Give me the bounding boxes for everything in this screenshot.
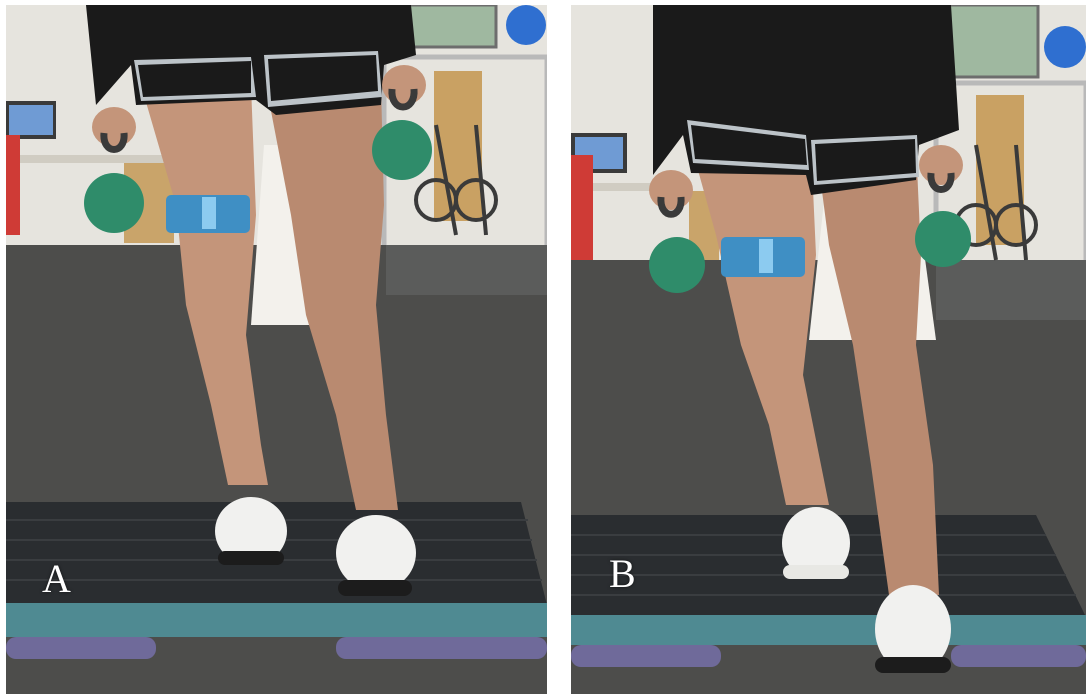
mirror-floor-reflection <box>386 245 547 295</box>
red-chair <box>6 135 20 235</box>
exercise-ball <box>1044 26 1086 68</box>
window <box>404 5 498 49</box>
riser-left <box>6 637 156 659</box>
right-shoe-sole <box>338 580 412 596</box>
right-leg <box>266 85 398 510</box>
kettlebell-handle-left <box>657 196 685 218</box>
right-hand <box>382 65 426 105</box>
riser-right <box>951 645 1086 667</box>
right-shoe <box>336 515 416 591</box>
panel-label-b: B <box>609 551 636 596</box>
exercise-bikes <box>414 124 498 236</box>
left-hand <box>92 107 136 147</box>
shorts-fabric-left <box>138 61 251 97</box>
left-shoe <box>782 507 850 579</box>
left-leg <box>141 85 268 485</box>
panel-label-a: A <box>42 556 71 601</box>
sensor-device <box>202 197 216 229</box>
left-leg <box>691 145 829 505</box>
step-base <box>6 603 547 637</box>
exercise-ball <box>506 5 546 45</box>
kettlebell-handle-right <box>927 172 955 193</box>
right-shoe <box>875 585 951 673</box>
left-hand <box>649 170 693 210</box>
kettlebell-left <box>649 237 705 293</box>
shorts-fabric-left <box>691 125 807 165</box>
shorts-fabric-right <box>815 139 916 181</box>
right-hand <box>919 145 963 185</box>
exercise-bikes <box>954 144 1038 261</box>
photo-scene-b <box>571 5 1086 694</box>
desk-top <box>571 183 691 191</box>
left-shoe-sole <box>218 551 284 565</box>
monitor-screen <box>9 105 53 135</box>
photo-panel-a: A <box>6 5 547 694</box>
door <box>976 95 1024 245</box>
left-shoe <box>215 497 287 565</box>
red-chair <box>571 155 593 265</box>
right-leg <box>816 145 939 595</box>
desk-top <box>6 155 176 163</box>
kettlebell-handle-left <box>100 132 128 153</box>
kettlebell-handle-right <box>388 88 418 111</box>
sensor-device <box>759 239 773 273</box>
photo-scene-a <box>6 5 547 694</box>
riser-left <box>571 645 721 667</box>
window <box>944 5 1040 79</box>
kettlebell-right <box>915 211 971 267</box>
kettlebell-right <box>372 120 432 180</box>
kettlebell-left <box>84 173 144 233</box>
step-base <box>571 615 1086 645</box>
photo-panel-b: B <box>571 5 1086 694</box>
riser-right <box>336 637 547 659</box>
left-shoe-sole <box>783 565 849 579</box>
shorts-fabric-right <box>268 55 378 101</box>
mirror-floor-reflection <box>936 260 1086 320</box>
right-shoe-sole <box>875 657 951 673</box>
